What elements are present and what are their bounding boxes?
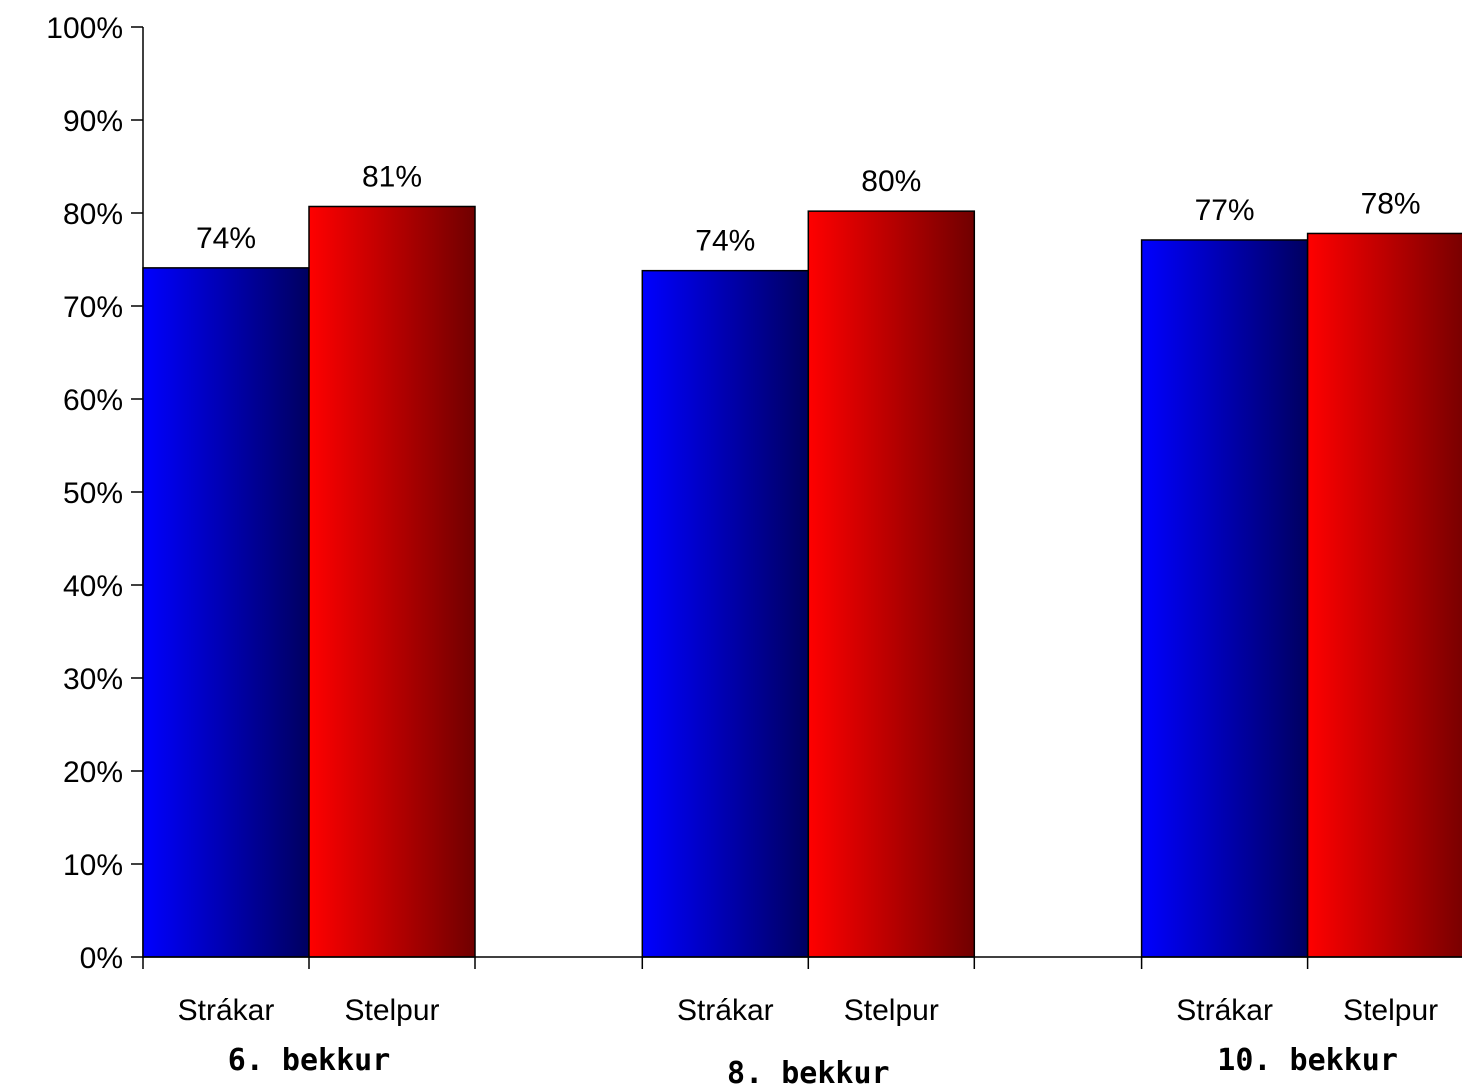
category-label: Strákar [178, 994, 275, 1027]
y-tick-label: 40% [63, 570, 123, 603]
y-tick-label: 50% [63, 477, 123, 510]
category-label: Strákar [1176, 994, 1273, 1027]
y-tick-label: 0% [80, 942, 123, 975]
data-label: 74% [196, 222, 256, 255]
bar [807, 210, 976, 958]
bars [142, 205, 1462, 958]
bar [142, 267, 310, 958]
category-label: Stelpur [344, 994, 439, 1027]
group-label: 6. bekkur [228, 1043, 391, 1078]
y-axis: 0% 10% 20% 30% 40% 50% 60% 70% 80% 90% 100% [46, 12, 144, 975]
bar [1306, 232, 1462, 958]
data-label: 77% [1195, 194, 1255, 227]
category-label: Stelpur [1343, 994, 1438, 1027]
labels: 74% Strákar 81% Stelpur 6. bekkur 74% Strákar 8… [178, 160, 1438, 1086]
y-tick-label: 80% [63, 198, 123, 231]
bar [641, 269, 810, 958]
y-tick-label: 10% [63, 849, 123, 882]
y-tick-label: 90% [63, 105, 123, 138]
data-label: 74% [695, 225, 755, 258]
group-label: 10. bekkur [1217, 1043, 1398, 1078]
y-tick-label: 70% [63, 291, 123, 324]
y-tick-label: 20% [63, 756, 123, 789]
y-tick-label: 100% [46, 12, 123, 45]
y-tick-label: 30% [63, 663, 123, 696]
bar [308, 205, 476, 958]
data-label: 81% [362, 160, 422, 193]
category-label: Strákar [677, 994, 774, 1027]
bar [1140, 239, 1309, 958]
group-label: 8. bekkur [727, 1056, 890, 1086]
data-label: 78% [1361, 187, 1421, 220]
data-label: 80% [861, 165, 921, 198]
y-tick-label: 60% [63, 384, 123, 417]
category-label: Stelpur [844, 994, 939, 1027]
x-axis [142, 956, 1462, 969]
